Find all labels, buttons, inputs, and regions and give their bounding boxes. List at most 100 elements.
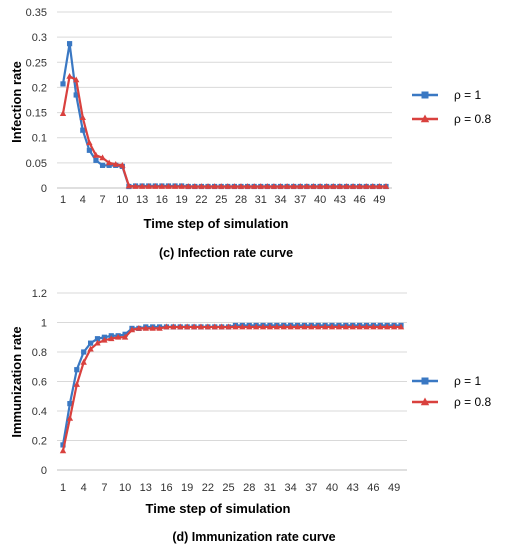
x-tick-label: 46 — [367, 482, 379, 494]
y-tick-label: 0.15 — [26, 108, 47, 120]
data-point — [165, 183, 172, 189]
y-tick-label: 0.4 — [32, 406, 47, 418]
x-tick-label: 46 — [354, 194, 366, 206]
data-point — [382, 183, 390, 189]
y-tick-label: 0.8 — [32, 347, 47, 359]
x-tick-label: 49 — [373, 194, 385, 206]
data-point — [163, 323, 170, 330]
legend-label: ρ = 0.8 — [454, 395, 492, 409]
data-point — [92, 151, 100, 158]
y-tick-label: 1 — [41, 318, 47, 330]
data-point — [369, 183, 377, 189]
y-tick-label: 0.1 — [32, 133, 47, 145]
data-point — [356, 323, 363, 330]
chart-caption: (d) Immunization rate curve — [172, 530, 335, 544]
data-point — [79, 114, 86, 120]
x-tick-label: 16 — [156, 194, 168, 206]
data-point — [330, 183, 337, 189]
series-line — [61, 324, 401, 446]
legend-label: ρ = 0.8 — [454, 112, 492, 126]
data-point — [246, 323, 253, 330]
y-axis-title: Infection rate — [9, 61, 24, 143]
y-tick-label: 0 — [41, 465, 47, 477]
data-point — [342, 323, 350, 330]
series-line — [61, 75, 386, 188]
x-tick-label: 40 — [314, 194, 326, 206]
x-tick-label: 1 — [60, 482, 66, 494]
legend-marker-triangle — [420, 114, 430, 123]
data-point — [138, 183, 146, 189]
data-point — [171, 183, 179, 189]
data-point — [158, 183, 166, 189]
legend-marker-square — [421, 377, 429, 385]
data-point — [60, 81, 66, 87]
x-tick-label: 28 — [235, 194, 247, 206]
legend-item: ρ = 1 — [412, 374, 482, 388]
gridlines — [57, 292, 407, 471]
data-point — [125, 182, 133, 189]
data-point — [74, 367, 80, 373]
data-point — [204, 183, 212, 189]
x-tick-label: 10 — [119, 482, 131, 494]
data-point — [343, 183, 350, 189]
data-point — [328, 323, 336, 330]
data-point — [323, 183, 330, 189]
data-point — [112, 160, 119, 167]
data-point — [297, 183, 304, 189]
y-tick-label: 1.2 — [32, 288, 47, 300]
data-point — [190, 323, 198, 330]
legend-label: ρ = 1 — [454, 374, 482, 388]
x-tick-label: 43 — [334, 194, 346, 206]
x-tick-label: 7 — [101, 482, 107, 494]
data-point — [67, 401, 73, 407]
series-line — [61, 325, 401, 452]
data-point — [397, 323, 405, 330]
series-rho-1 — [60, 322, 404, 448]
data-point — [237, 183, 245, 189]
data-point — [231, 183, 238, 189]
data-point — [294, 323, 301, 330]
data-point — [114, 333, 122, 340]
data-point — [191, 183, 199, 189]
data-point — [73, 92, 79, 98]
data-point — [99, 162, 106, 168]
data-point — [252, 323, 260, 330]
data-point — [93, 157, 99, 163]
data-point — [60, 442, 66, 448]
data-point — [121, 333, 129, 340]
x-tick-label: 28 — [243, 482, 255, 494]
data-point — [316, 183, 324, 189]
data-point — [106, 162, 112, 168]
data-point — [239, 323, 246, 330]
legend-marker-triangle — [420, 397, 430, 406]
data-point — [132, 183, 139, 189]
y-tick-label: 0.05 — [26, 158, 47, 170]
legend-item: ρ = 1 — [412, 88, 482, 102]
data-point — [283, 183, 291, 189]
x-tick-label: 4 — [81, 482, 87, 494]
y-axis-title: Immunization rate — [9, 326, 24, 437]
series-rho-0-8 — [59, 72, 390, 189]
x-tick-label: 10 — [116, 194, 128, 206]
x-axis-title: Time step of simulation — [146, 501, 291, 516]
data-point — [170, 323, 177, 330]
data-point — [315, 323, 322, 330]
x-tick-label: 25 — [222, 482, 234, 494]
data-point — [197, 323, 205, 330]
data-point — [270, 183, 278, 189]
data-point — [99, 154, 106, 161]
data-point — [250, 183, 258, 189]
x-tick-label: 13 — [140, 482, 152, 494]
data-point — [232, 323, 239, 330]
data-point — [376, 183, 383, 189]
y-tick-label: 0.3 — [32, 32, 47, 44]
series-rho-0-8 — [59, 323, 405, 454]
data-point — [59, 110, 67, 116]
data-point — [280, 323, 287, 330]
data-point — [87, 345, 94, 352]
x-tick-label: 22 — [202, 482, 214, 494]
chart-caption: (c) Infection rate curve — [159, 246, 293, 260]
x-tick-label: 4 — [80, 194, 86, 206]
immunization-rate-chart: Immunization rate Time step of simulatio… — [9, 288, 492, 544]
data-point — [204, 323, 212, 330]
